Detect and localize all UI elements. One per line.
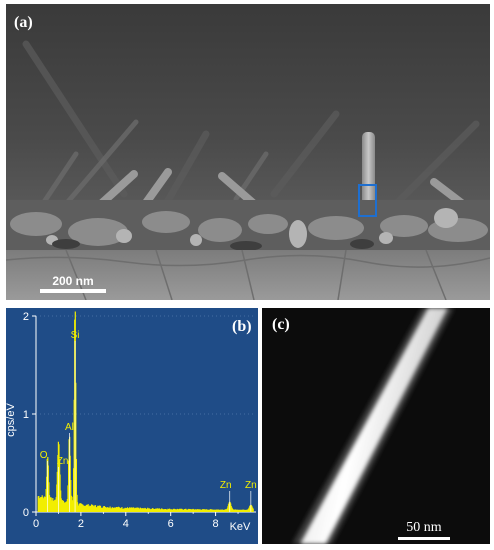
x-tick-label: 8 — [213, 518, 219, 530]
panel-a-scale-line — [40, 289, 106, 293]
peak-label: Zn — [245, 480, 257, 491]
eds-spectrum-panel: O Zn Al Si Zn Zn 0 2 4 6 8 0 1 2 cps/eV KeV (b) — [6, 308, 258, 544]
sem-image — [6, 4, 490, 300]
x-axis-unit: KeV — [230, 521, 251, 533]
peak-label: Al — [65, 422, 74, 433]
panel-a-label: (a) — [14, 14, 33, 31]
y-tick-label: 0 — [23, 507, 29, 519]
panel-b-label: (b) — [232, 318, 252, 335]
highlight-box — [358, 184, 377, 217]
x-tick-label: 4 — [123, 518, 129, 530]
peak-label: O — [40, 450, 48, 461]
x-tick-label: 0 — [33, 518, 39, 530]
tem-image — [262, 308, 490, 544]
peak-label: Zn — [57, 456, 69, 467]
peak-label: Si — [71, 330, 80, 341]
peak-label: Zn — [220, 480, 232, 491]
panel-c-scale-line — [398, 537, 450, 540]
tem-nanowire-panel: (c) 50 nm — [262, 308, 490, 544]
panel-c-label: (c) — [272, 316, 290, 333]
x-tick-label: 6 — [168, 518, 174, 530]
y-axis-label: cps/eV — [6, 403, 17, 437]
y-tick-label: 1 — [23, 409, 29, 421]
panel-c-scale-bar: 50 nm — [398, 520, 450, 540]
panel-a-scale-bar: 200 nm — [40, 274, 106, 293]
panel-c-scale-label: 50 nm — [406, 520, 442, 535]
panel-a-scale-label: 200 nm — [52, 274, 94, 288]
x-tick-label: 2 — [78, 518, 84, 530]
sem-cross-section-panel: (a) 200 nm — [6, 4, 490, 300]
eds-spectrum-plot: O Zn Al Si Zn Zn 0 2 4 6 8 0 1 2 cps/eV KeV — [6, 311, 257, 533]
y-tick-label: 2 — [23, 311, 29, 323]
